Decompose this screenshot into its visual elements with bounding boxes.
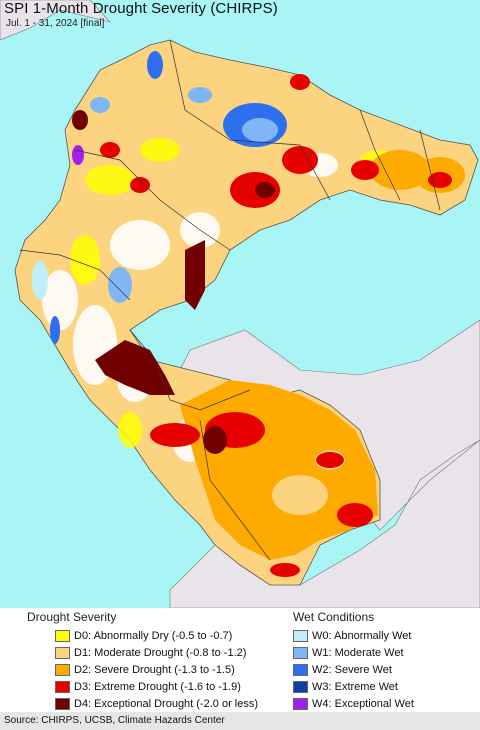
swatch-d1 (55, 646, 70, 659)
swatch-d2 (55, 663, 70, 676)
drought-map-svg (0, 0, 480, 608)
d3-areas (100, 74, 452, 577)
legend-label-d4: D4: Exceptional Drought (-2.0 or less) (74, 697, 259, 710)
legend-item-w0: W0: Abnormally Wet (293, 627, 414, 644)
legend: Drought Severity Wet Conditions D0: Abno… (0, 608, 480, 712)
drought-map (0, 0, 480, 608)
map-title: SPI 1-Month Drought Severity (CHIRPS) (4, 0, 278, 17)
legend-label-w0: W0: Abnormally Wet (312, 629, 412, 642)
d4-areas (72, 110, 275, 454)
source-footer: Source: CHIRPS, UCSB, Climate Hazards Ce… (0, 712, 480, 730)
swatch-w1 (293, 646, 308, 659)
swatch-w3 (293, 680, 308, 693)
legend-label-w3: W3: Extreme Wet (312, 680, 398, 693)
legend-label-d1: D1: Moderate Drought (-0.8 to -1.2) (74, 646, 247, 659)
legend-label-d3: D3: Extreme Drought (-1.6 to -1.9) (74, 680, 241, 693)
swatch-d4 (55, 697, 70, 710)
legend-item-w1: W1: Moderate Wet (293, 644, 414, 661)
legend-item-d2: D2: Severe Drought (-1.3 to -1.5) (55, 661, 258, 678)
swatch-d3 (55, 680, 70, 693)
legend-label-d2: D2: Severe Drought (-1.3 to -1.5) (74, 663, 235, 676)
swatch-w0 (293, 629, 308, 642)
legend-item-w4: W4: Exceptional Wet (293, 695, 414, 712)
wet-areas (32, 51, 287, 344)
drought-legend: D0: Abnormally Dry (-0.5 to -0.7) D1: Mo… (55, 627, 258, 712)
legend-item-w3: W3: Extreme Wet (293, 678, 414, 695)
legend-item-d3: D3: Extreme Drought (-1.6 to -1.9) (55, 678, 258, 695)
borders (19, 39, 441, 561)
swatch-w2 (293, 663, 308, 676)
legend-label-d0: D0: Abnormally Dry (-0.5 to -0.7) (74, 629, 233, 642)
legend-item-d0: D0: Abnormally Dry (-0.5 to -0.7) (55, 627, 258, 644)
wet-legend-title: Wet Conditions (293, 610, 375, 624)
legend-label-w1: W1: Moderate Wet (312, 646, 404, 659)
legend-label-w2: W2: Severe Wet (312, 663, 392, 676)
legend-item-d4: D4: Exceptional Drought (-2.0 or less) (55, 695, 258, 712)
map-subtitle: Jul. 1 - 31, 2024 [final] (6, 18, 105, 29)
swatch-d0 (55, 629, 70, 642)
legend-item-w2: W2: Severe Wet (293, 661, 414, 678)
wet-legend: W0: Abnormally Wet W1: Moderate Wet W2: … (293, 627, 414, 712)
legend-label-w4: W4: Exceptional Wet (312, 697, 414, 710)
swatch-w4 (293, 697, 308, 710)
legend-item-d1: D1: Moderate Drought (-0.8 to -1.2) (55, 644, 258, 661)
drought-legend-title: Drought Severity (27, 610, 117, 624)
